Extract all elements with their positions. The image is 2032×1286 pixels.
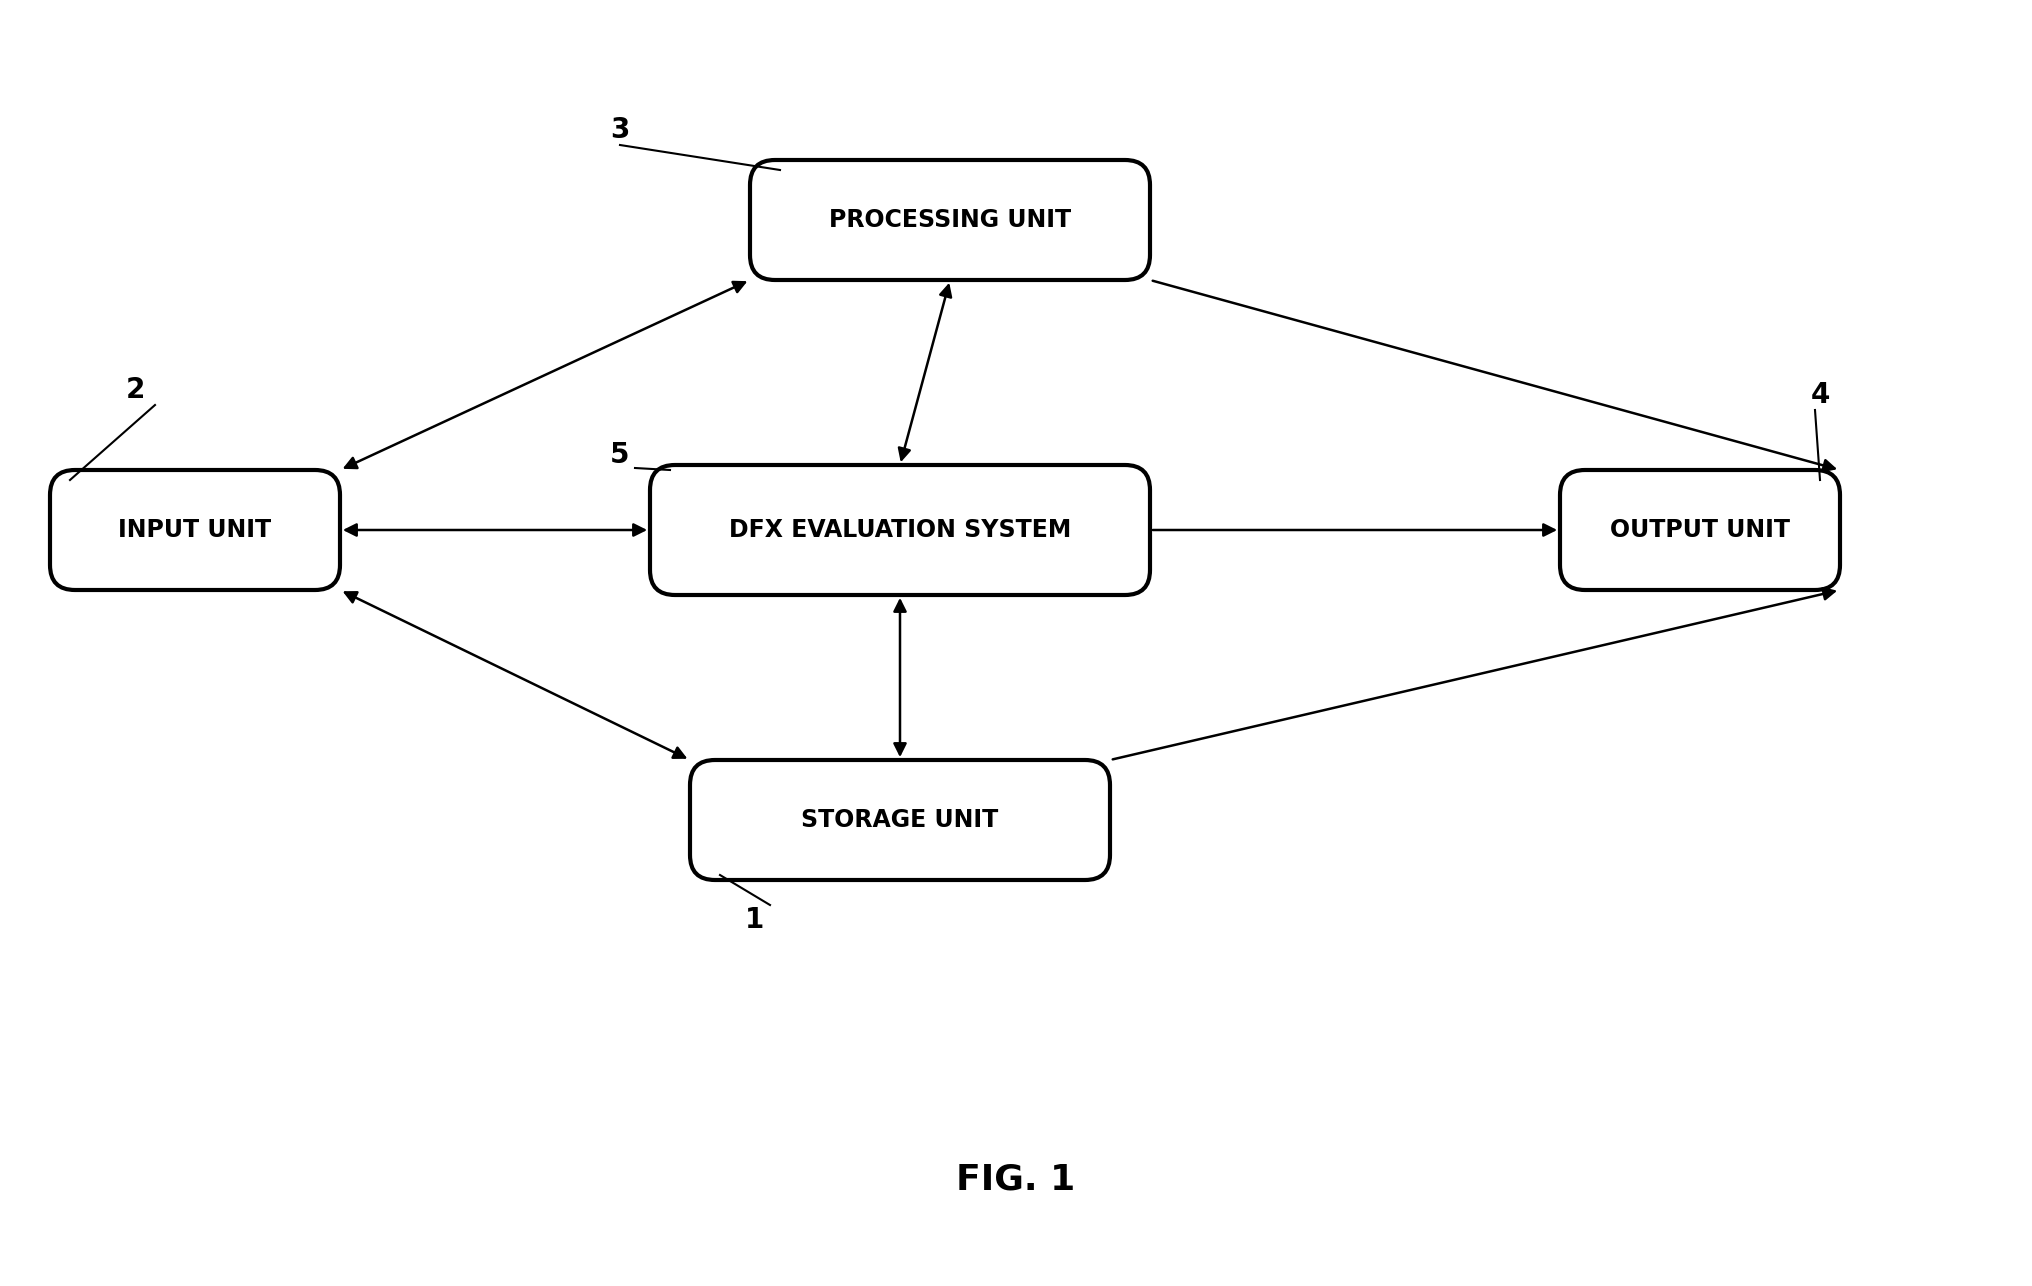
FancyBboxPatch shape [1561,469,1841,590]
Text: DFX EVALUATION SYSTEM: DFX EVALUATION SYSTEM [729,518,1071,541]
FancyBboxPatch shape [650,466,1150,595]
Text: STORAGE UNIT: STORAGE UNIT [801,808,998,832]
Text: PROCESSING UNIT: PROCESSING UNIT [829,208,1071,231]
FancyBboxPatch shape [691,760,1109,880]
Text: 1: 1 [746,907,764,934]
Text: OUTPUT UNIT: OUTPUT UNIT [1609,518,1790,541]
Text: INPUT UNIT: INPUT UNIT [118,518,272,541]
FancyBboxPatch shape [750,159,1150,280]
FancyBboxPatch shape [51,469,339,590]
Text: FIG. 1: FIG. 1 [957,1163,1075,1197]
Text: 5: 5 [610,441,630,469]
Text: 4: 4 [1811,381,1829,409]
Text: 2: 2 [126,376,144,404]
Text: 3: 3 [610,116,630,144]
